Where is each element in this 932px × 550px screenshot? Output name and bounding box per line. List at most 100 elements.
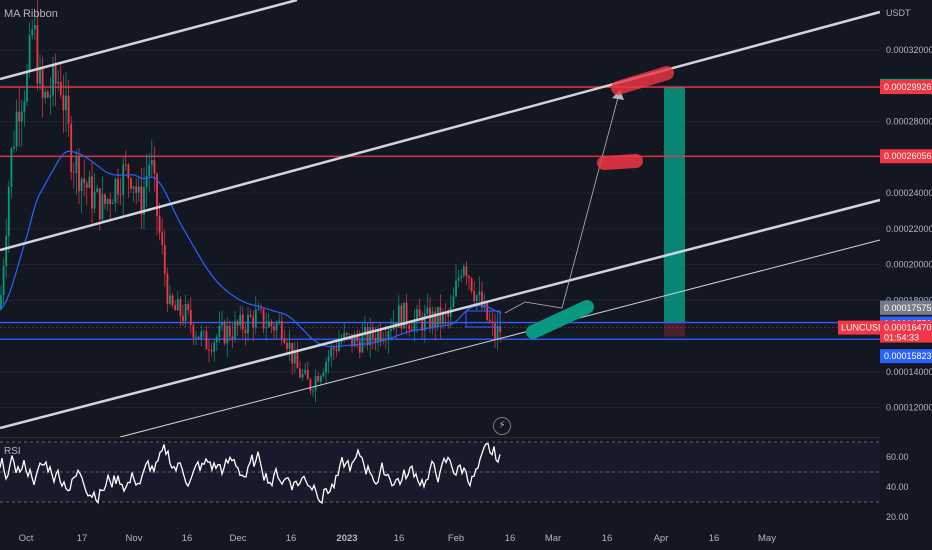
candle: [171, 295, 174, 306]
price-tick-label: 0.00018000: [886, 295, 932, 305]
candle: [10, 148, 13, 187]
channel-lower: [0, 198, 881, 430]
rsi-label[interactable]: RSI: [4, 446, 21, 457]
candle: [36, 24, 39, 84]
candle: [140, 186, 143, 215]
candle: [44, 91, 47, 98]
candle: [358, 340, 361, 353]
candle: [314, 375, 317, 391]
candle: [460, 275, 463, 278]
candle: [101, 194, 104, 220]
candle: [54, 65, 57, 84]
time-tick-label: 16: [286, 533, 297, 544]
candle: [150, 160, 153, 165]
candle: [317, 375, 320, 382]
candle: [109, 199, 112, 205]
candle: [182, 315, 184, 322]
candle: [59, 81, 62, 95]
target-bar: [664, 87, 685, 323]
candle: [288, 342, 291, 349]
candle: [397, 305, 400, 328]
lightning-icon[interactable]: ⚡: [493, 417, 511, 435]
candle: [23, 101, 26, 112]
countdown-text: 01:54:33: [884, 333, 919, 343]
time-axis: Oct 17 Nov 16 Dec 16 2023 16 Feb 16 Mar 16 Apr 16 May: [0, 527, 932, 550]
candle: [364, 327, 366, 335]
candle: [332, 347, 335, 350]
projection-arrow: [504, 89, 621, 314]
candle: [111, 202, 114, 205]
candle: [231, 336, 234, 339]
candle: [202, 331, 205, 333]
candle: [88, 176, 91, 188]
rsi-tick-label: 60.00: [886, 452, 909, 462]
time-tick-label: Mar: [545, 533, 561, 544]
candle: [249, 314, 252, 317]
candle: [85, 183, 88, 188]
candle: [421, 316, 424, 331]
price-tick-label: 0.00028000: [886, 117, 932, 127]
candle: [361, 334, 364, 353]
candle: [244, 329, 247, 334]
symbol-tag-text: LUNCUSDT: [841, 323, 891, 333]
time-tick-label: 2023: [336, 533, 357, 544]
time-axis-bg: [0, 527, 932, 550]
time-tick-label: Apr: [654, 533, 669, 544]
candle: [478, 291, 481, 296]
candle: [127, 164, 130, 179]
candle: [228, 325, 231, 337]
level-tag-text: 0.00026056: [884, 151, 932, 161]
candle: [457, 277, 460, 281]
candle: [400, 305, 403, 329]
time-tick-label: 16: [182, 533, 193, 544]
candle: [293, 352, 296, 364]
indicator-label[interactable]: MA Ribbon: [4, 8, 58, 20]
candle: [15, 111, 18, 147]
candle: [491, 321, 494, 323]
channel-upper-1: [0, 0, 298, 81]
candle: [301, 373, 304, 378]
candle: [436, 306, 439, 327]
candle: [377, 329, 379, 343]
candle: [2, 266, 5, 296]
range-box: [465, 310, 501, 328]
candle: [163, 245, 166, 274]
candle: [473, 291, 476, 302]
candle: [52, 65, 54, 96]
candle: [462, 266, 465, 276]
candle: [49, 95, 52, 98]
candle: [156, 173, 158, 216]
time-tick-label: 16: [709, 533, 720, 544]
candle: [119, 194, 122, 196]
candle: [254, 309, 257, 328]
price-tick-label: 0.00022000: [886, 224, 932, 234]
candle: [403, 302, 405, 329]
rsi-line: [0, 442, 501, 505]
last-price-text: 0.00016470: [884, 323, 932, 333]
time-tick-label: May: [758, 533, 776, 544]
candle: [299, 368, 301, 378]
candle: [0, 295, 2, 310]
price-tick-label: 0.00012000: [886, 403, 932, 413]
candle: [405, 302, 408, 326]
candle: [379, 329, 382, 341]
candle: [442, 311, 444, 325]
candle: [91, 176, 93, 209]
stop-bar: [664, 322, 685, 337]
candle: [306, 370, 309, 380]
level-tag-text: 0.00015823: [884, 351, 932, 361]
candle: [135, 186, 138, 193]
candle: [345, 332, 348, 335]
price-tick-label: 0.00020000: [886, 260, 932, 270]
candle: [98, 188, 101, 220]
candle: [189, 310, 192, 326]
candle: [494, 322, 496, 340]
moving-average: [0, 150, 502, 348]
candle: [387, 330, 390, 340]
candle: [46, 91, 49, 98]
candle: [252, 316, 255, 328]
candle: [351, 334, 353, 347]
candle: [283, 338, 286, 343]
candle: [145, 175, 148, 188]
